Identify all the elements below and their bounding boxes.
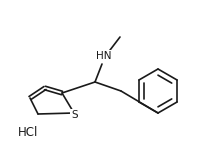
Text: S: S	[72, 110, 78, 120]
Text: HCl: HCl	[18, 127, 38, 139]
Text: HN: HN	[96, 51, 112, 61]
